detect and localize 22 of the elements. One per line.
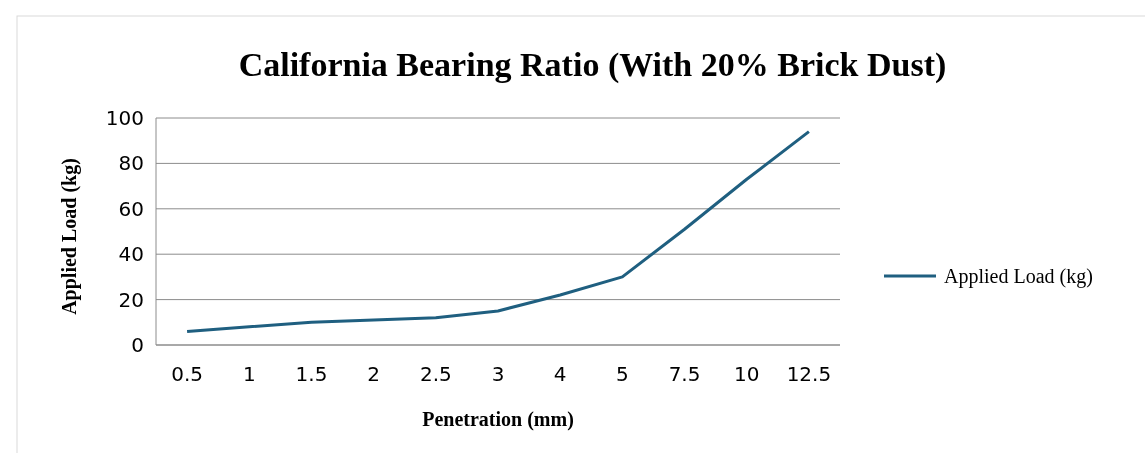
x-tick-label: 12.5 bbox=[786, 362, 832, 386]
x-tick-label: 2 bbox=[367, 362, 380, 386]
x-axis-title: Penetration (mm) bbox=[422, 408, 574, 431]
chart-title: California Bearing Ratio (With 20% Brick Dust) bbox=[238, 46, 947, 84]
y-tick-label: 0 bbox=[131, 333, 144, 357]
x-tick-label: 5 bbox=[616, 362, 629, 386]
legend-label: Applied Load (kg) bbox=[944, 265, 1093, 288]
y-tick-label: 80 bbox=[118, 151, 144, 176]
x-tick-label: 2.5 bbox=[419, 362, 452, 386]
x-tick-label: 10 bbox=[734, 362, 760, 386]
x-tick-label: 4 bbox=[553, 362, 567, 386]
x-tick-label: 7.5 bbox=[668, 362, 701, 386]
x-tick-label: 1 bbox=[242, 362, 256, 386]
x-tick-label: 1.5 bbox=[295, 362, 328, 386]
y-tick-label: 20 bbox=[118, 287, 144, 312]
line-series bbox=[185, 130, 811, 333]
y-tick-label: 60 bbox=[118, 196, 144, 221]
y-axis-title: Applied Load (kg) bbox=[58, 158, 81, 315]
y-tick-label: 40 bbox=[118, 242, 144, 267]
x-tick-label: 3 bbox=[491, 362, 505, 386]
x-tick-label: 0.5 bbox=[171, 362, 203, 386]
y-tick-label: 100 bbox=[105, 106, 144, 130]
